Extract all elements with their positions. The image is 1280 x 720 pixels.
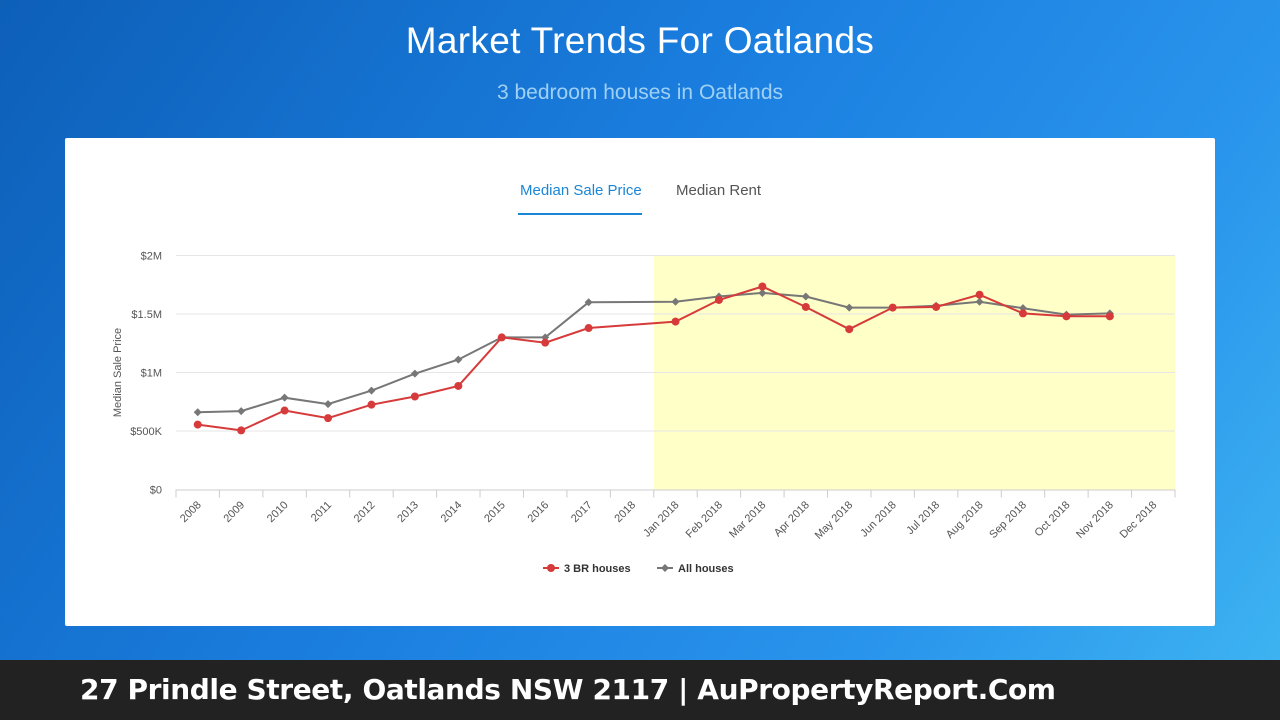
data-point-all-houses bbox=[237, 407, 246, 416]
data-point-3br-houses bbox=[541, 338, 550, 347]
data-point-3br-houses bbox=[410, 392, 419, 401]
page-title: Market Trends For Oatlands bbox=[405, 20, 875, 61]
legend-marker-all-houses bbox=[661, 564, 669, 572]
data-point-all-houses bbox=[845, 303, 854, 312]
data-point-3br-houses bbox=[497, 333, 506, 342]
footer-bar: 27 Prindle Street, Oatlands NSW 2117 | A… bbox=[0, 660, 1280, 720]
footer-address: 27 Prindle Street, Oatlands NSW 2117 | A… bbox=[80, 673, 1056, 706]
x-tick-label: Jul 2018 bbox=[904, 499, 942, 537]
x-tick-label: 2013 bbox=[395, 499, 421, 525]
data-point-all-houses bbox=[324, 400, 333, 409]
x-tick-label: 2018 bbox=[612, 499, 638, 525]
data-point-all-houses bbox=[975, 297, 984, 306]
data-point-all-houses bbox=[410, 369, 419, 378]
x-tick-label: 2010 bbox=[265, 499, 291, 525]
data-point-3br-houses bbox=[193, 420, 202, 429]
data-point-all-houses bbox=[280, 393, 289, 402]
data-point-all-houses bbox=[193, 408, 202, 417]
median-sale-price-chart: $0 $500K $1M $1.5M $2M 2008 2009 2010 2011 2012 20… bbox=[112, 251, 1176, 575]
y-tick-label: $1M bbox=[141, 368, 162, 380]
x-tick-label: Apr 2018 bbox=[772, 499, 812, 539]
data-point-3br-houses bbox=[584, 324, 593, 333]
y-tick-label: $1.5M bbox=[131, 309, 162, 321]
x-tick-label: 2008 bbox=[178, 499, 204, 525]
x-tick-label: May 2018 bbox=[813, 499, 856, 542]
data-point-all-houses bbox=[454, 355, 463, 364]
legend-label-all-houses: All houses bbox=[678, 563, 734, 575]
x-tick-label: 2009 bbox=[221, 499, 247, 525]
x-tick-label: Aug 2018 bbox=[944, 499, 986, 541]
x-tick-label: 2014 bbox=[439, 499, 465, 525]
x-tick-label: 2015 bbox=[482, 499, 508, 525]
x-tick-label: Jun 2018 bbox=[858, 499, 898, 539]
data-point-3br-houses bbox=[801, 302, 810, 311]
x-tick-label: 2012 bbox=[352, 499, 378, 525]
data-point-3br-houses bbox=[888, 303, 897, 312]
data-point-3br-houses bbox=[1105, 312, 1114, 321]
x-tick-label: Oct 2018 bbox=[1032, 499, 1072, 539]
data-point-3br-houses bbox=[758, 282, 767, 291]
page-subtitle: 3 bedroom houses in Oatlands bbox=[496, 81, 783, 104]
data-point-3br-houses bbox=[1062, 312, 1071, 321]
data-point-all-houses bbox=[758, 288, 767, 297]
x-tick-label: 2011 bbox=[309, 499, 334, 524]
y-tick-label: $2M bbox=[141, 251, 162, 263]
data-point-3br-houses bbox=[845, 325, 854, 334]
chart-card: Median Sale Price Median Rent $0 $500K $1M… bbox=[65, 138, 1215, 626]
legend-marker-3br-houses bbox=[547, 564, 555, 572]
data-point-3br-houses bbox=[367, 400, 376, 409]
data-point-all-houses bbox=[801, 292, 810, 301]
data-point-3br-houses bbox=[1018, 309, 1027, 318]
tab-median-rent[interactable]: Median Rent bbox=[676, 182, 762, 199]
x-tick-label: Jan 2018 bbox=[641, 499, 681, 539]
y-tick-label: $0 bbox=[150, 485, 162, 497]
data-point-3br-houses bbox=[932, 302, 941, 311]
x-tick-label: Mar 2018 bbox=[727, 499, 768, 540]
data-point-3br-houses bbox=[237, 426, 246, 435]
data-point-3br-houses bbox=[671, 317, 680, 326]
x-tick-label: Feb 2018 bbox=[684, 499, 725, 540]
x-tick-label: Nov 2018 bbox=[1074, 499, 1116, 541]
y-tick-label: $500K bbox=[130, 426, 162, 438]
data-point-3br-houses bbox=[324, 414, 333, 423]
data-point-all-houses bbox=[367, 386, 376, 395]
active-tab-underline bbox=[518, 213, 642, 215]
x-tick-label: Sep 2018 bbox=[987, 499, 1029, 541]
data-point-all-houses bbox=[671, 297, 680, 306]
data-point-3br-houses bbox=[975, 290, 984, 299]
data-point-3br-houses bbox=[280, 406, 289, 415]
tab-median-sale-price[interactable]: Median Sale Price bbox=[520, 182, 642, 199]
chart-tabs: Median Sale Price Median Rent bbox=[65, 182, 1215, 222]
y-axis-title: Median Sale Price bbox=[112, 328, 124, 417]
legend-label-3br-houses: 3 BR houses bbox=[564, 563, 631, 575]
x-tick-label: 2016 bbox=[526, 499, 552, 525]
x-tick-label: Dec 2018 bbox=[1118, 499, 1160, 541]
x-tick-label: 2017 bbox=[569, 499, 595, 525]
data-point-3br-houses bbox=[714, 295, 723, 304]
data-point-3br-houses bbox=[454, 381, 463, 390]
data-point-all-houses bbox=[584, 298, 593, 307]
